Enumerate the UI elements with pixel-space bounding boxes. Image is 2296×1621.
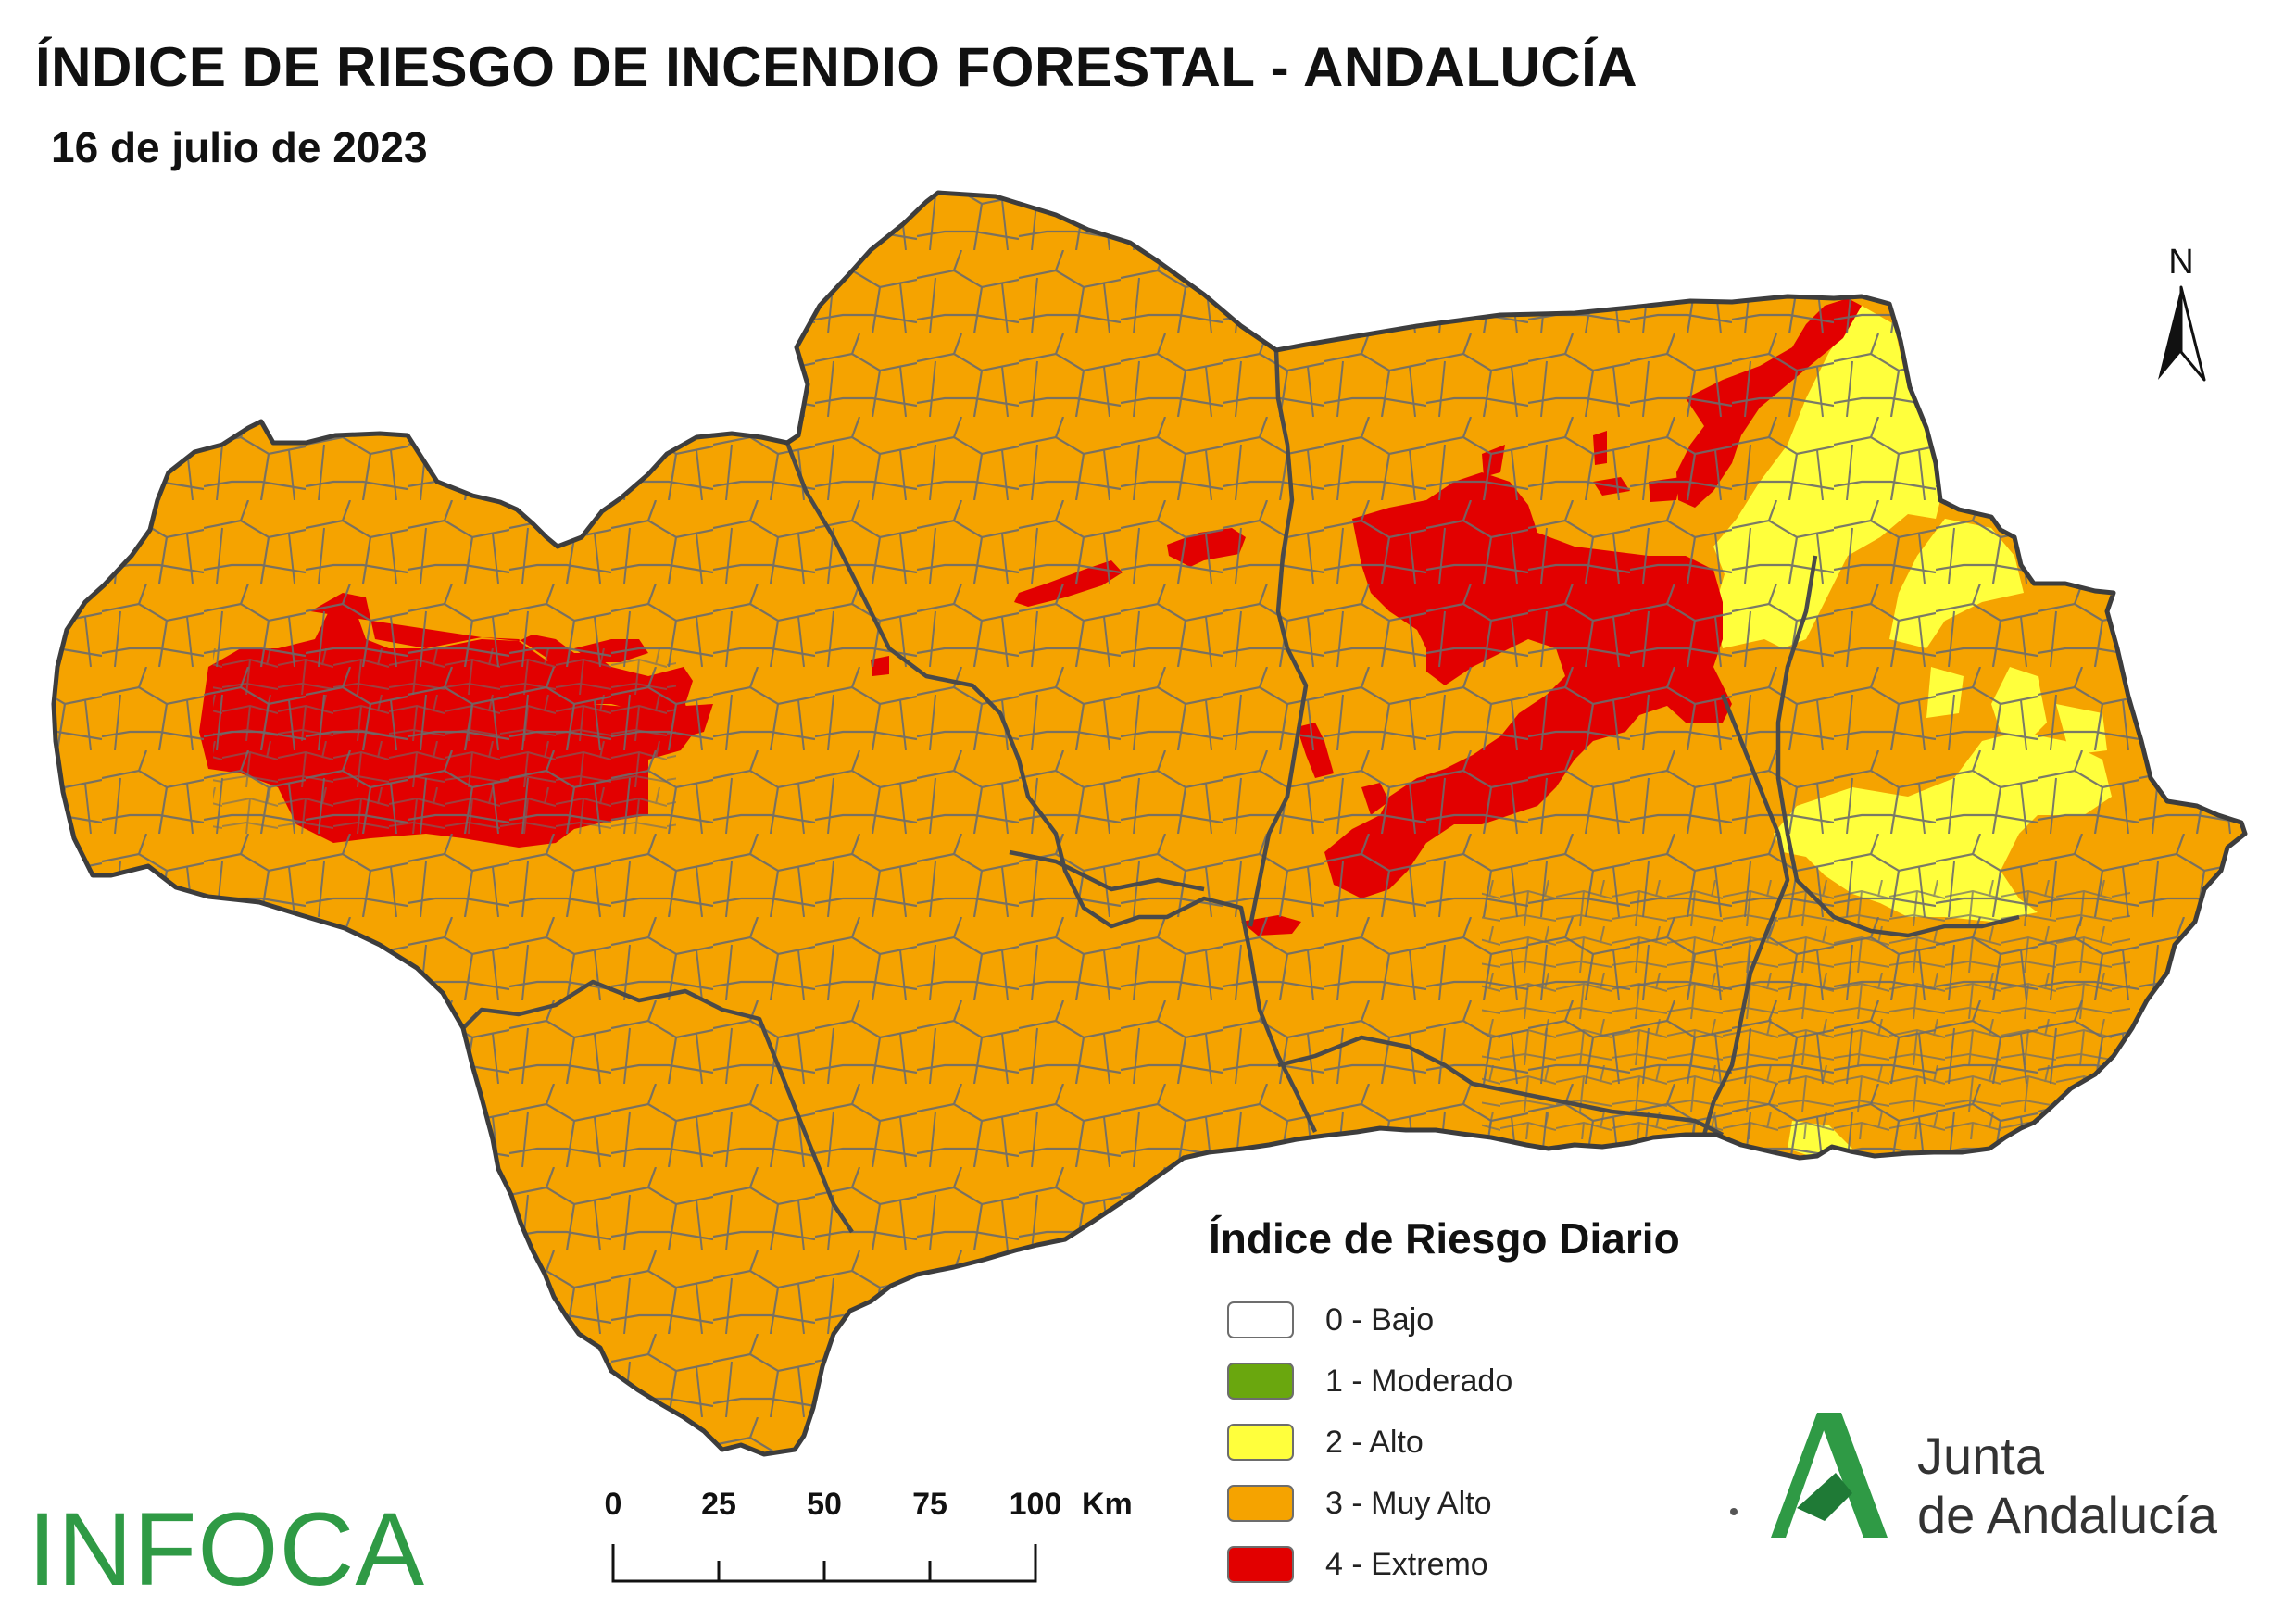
junta-line1: Junta	[1917, 1426, 2044, 1485]
legend-label: 1 - Moderado	[1325, 1363, 1513, 1399]
legend-item: 3 - Muy Alto	[1209, 1473, 1764, 1534]
scale-bar: 0 25 50 75 100 Km	[593, 1487, 1167, 1598]
legend-items: 0 - Bajo 1 - Moderado 2 - Alto 3 - Muy Alto…	[1209, 1289, 1764, 1595]
legend-label: 4 - Extremo	[1325, 1546, 1488, 1582]
legend-label: 2 - Alto	[1325, 1424, 1424, 1460]
infoca-logo: INFOCA	[28, 1491, 426, 1607]
scale-tick-label: 25	[701, 1487, 736, 1522]
legend-swatch	[1227, 1485, 1294, 1522]
scale-tick-label: 100	[1009, 1487, 1062, 1522]
legend-title: Índice de Riesgo Diario	[1209, 1214, 1680, 1263]
coast-point	[1730, 1508, 1738, 1515]
legend-label: 0 - Bajo	[1325, 1301, 1435, 1338]
provincial-boundaries	[461, 323, 2020, 1234]
junta-logo: Junta de Andalucía	[1760, 1408, 2260, 1556]
legend-swatch	[1227, 1301, 1294, 1338]
scale-tick-label: 75	[912, 1487, 947, 1522]
north-arrow: N	[2130, 243, 2232, 400]
north-arrow-icon	[2158, 285, 2206, 382]
scale-tick-label: 0	[604, 1487, 622, 1522]
legend-item: 2 - Alto	[1209, 1412, 1764, 1473]
legend-swatch	[1227, 1546, 1294, 1583]
junta-line2: de Andalucía	[1917, 1486, 2217, 1544]
map-title: ÍNDICE DE RIESGO DE INCENDIO FORESTAL - …	[35, 36, 1638, 98]
municipal-boundaries	[54, 193, 2245, 1454]
scale-line	[611, 1544, 1037, 1583]
legend-swatch	[1227, 1424, 1294, 1461]
scale-tick-label: 50	[807, 1487, 842, 1522]
north-label: N	[2168, 243, 2194, 282]
legend-item: 4 - Extremo	[1209, 1534, 1764, 1595]
legend-label: 3 - Muy Alto	[1325, 1485, 1492, 1521]
region-outline	[51, 190, 2248, 1457]
map-date: 16 de julio de 2023	[51, 123, 428, 171]
scale-unit: Km	[1082, 1487, 1133, 1522]
legend-swatch	[1227, 1363, 1294, 1400]
junta-wordmark: Junta de Andalucía	[1917, 1426, 2217, 1545]
legend: Índice de Riesgo Diario 0 - Bajo 1 - Mode…	[1209, 1213, 1764, 1595]
junta-emblem-icon	[1771, 1413, 1888, 1538]
legend-item: 0 - Bajo	[1209, 1289, 1764, 1351]
legend-item: 1 - Moderado	[1209, 1351, 1764, 1412]
